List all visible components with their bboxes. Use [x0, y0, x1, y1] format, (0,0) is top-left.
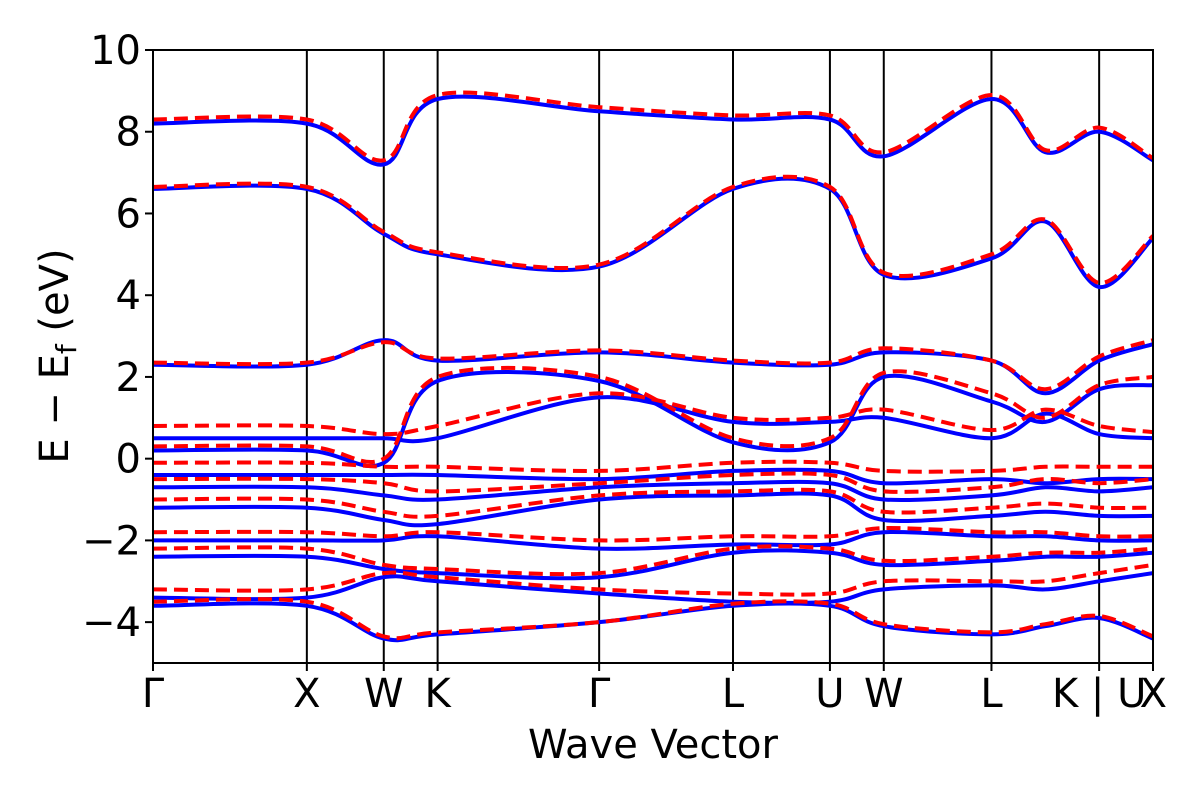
band-line-dashed — [153, 597, 1153, 641]
band-line-dashed — [153, 365, 1153, 465]
band-line-solid — [153, 338, 1153, 396]
y-tick-label: 10 — [90, 28, 141, 74]
y-axis-label-main: E − E — [32, 354, 78, 464]
band-line-solid — [153, 529, 1153, 551]
x-axis-label: Wave Vector — [528, 722, 779, 768]
band-line-solid — [153, 571, 1153, 605]
x-tick-label: K | U — [1052, 671, 1146, 717]
x-tick-label: Γ — [588, 671, 611, 717]
band-line-dashed — [153, 459, 1153, 474]
y-axis-ticks: −4 −2 0 2 4 6 8 10 — [82, 28, 153, 646]
plot-frame — [152, 49, 1154, 664]
band-line-dashed — [153, 471, 1153, 494]
y-tick-label: 4 — [116, 273, 141, 319]
band-line-dashed — [153, 487, 1153, 519]
y-axis-label-subscript: f — [50, 343, 83, 354]
y-axis-label: E − Ef (eV) — [32, 248, 83, 463]
band-line-dashed — [153, 174, 1153, 285]
plot-area — [152, 49, 1154, 664]
x-tick-label: U — [815, 671, 844, 717]
band-line-solid — [153, 601, 1153, 643]
band-line-solid — [153, 467, 1153, 486]
band-line-solid — [153, 176, 1153, 290]
band-line-dashed — [153, 338, 1153, 392]
x-tick-label: X — [1140, 671, 1167, 717]
x-tick-label: W — [364, 671, 404, 717]
band-line-dashed — [153, 544, 1153, 577]
band-line-solid — [153, 395, 1153, 444]
x-tick-label: L — [722, 671, 745, 717]
y-tick-label: −2 — [82, 518, 141, 564]
x-tick-label: W — [864, 671, 904, 717]
y-tick-label: −4 — [82, 600, 141, 646]
band-line-solid — [153, 370, 1153, 469]
band-line-solid — [153, 548, 1153, 581]
y-tick-label: 0 — [116, 437, 141, 483]
x-tick-label: L — [980, 671, 1003, 717]
band-line-solid — [153, 94, 1153, 167]
band-line-solid — [153, 491, 1153, 528]
y-axis-label-unit-text: (eV) — [32, 248, 78, 331]
band-line-solid — [153, 479, 1153, 503]
x-tick-label: K — [424, 671, 452, 717]
x-tick-label: Γ — [142, 671, 165, 717]
y-axis-label-unit: (eV) — [32, 248, 78, 344]
y-tick-label: 6 — [116, 191, 141, 237]
bands-group — [153, 90, 1153, 643]
y-tick-label: 2 — [116, 355, 141, 401]
band-line-dashed — [153, 526, 1153, 543]
y-tick-label: 8 — [116, 110, 141, 156]
x-tick-label: X — [293, 671, 320, 717]
band-line-dashed — [153, 562, 1153, 597]
band-line-dashed — [153, 90, 1153, 163]
